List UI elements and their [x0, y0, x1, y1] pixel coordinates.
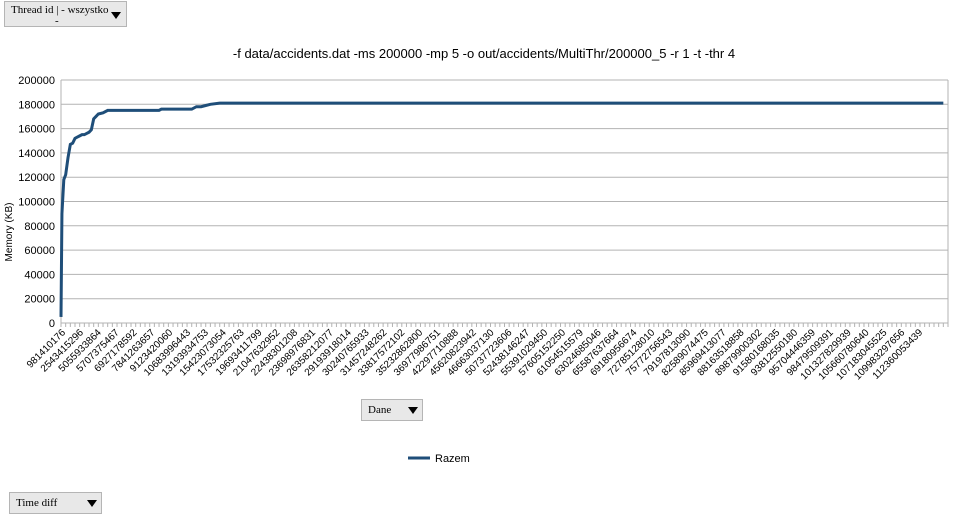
y-axis-label: Memory (KB) [4, 203, 15, 262]
thread-filter-dropdown[interactable]: Thread id | - wszystko - [4, 1, 127, 27]
y-tick-label: 100000 [18, 197, 55, 209]
y-tick-label: 120000 [18, 172, 55, 184]
y-tick-label: 80000 [24, 221, 55, 233]
y-tick-label: 160000 [18, 124, 55, 136]
y-tick-label: 60000 [24, 245, 55, 257]
legend: Razem [408, 453, 470, 465]
chevron-down-icon [87, 500, 97, 507]
chart-title: -f data/accidents.dat -ms 200000 -mp 5 -… [233, 46, 735, 61]
y-axis-ticks: 0 20000 40000 60000 80000 100000 120000 140000 1… [18, 75, 55, 330]
x-tick-marks [60, 323, 949, 327]
legend-label: Razem [435, 453, 470, 465]
x-axis-ticks: 9814101762543415296505593386457073754676… [25, 327, 925, 382]
thread-filter-label: Thread id | - wszystko [11, 4, 109, 16]
y-tick-label: 0 [49, 318, 55, 330]
data-field-dropdown[interactable]: Dane [361, 399, 423, 421]
y-tick-label: 20000 [24, 294, 55, 306]
y-tick-label: 140000 [18, 148, 55, 160]
series-line-razem [59, 101, 944, 317]
data-field-label: Dane [368, 404, 392, 416]
row-field-label: Time diff [16, 497, 58, 509]
thread-filter-sub: - [55, 15, 59, 27]
y-tick-label: 40000 [24, 269, 55, 281]
y-tick-label: 200000 [18, 75, 55, 87]
chevron-down-icon [111, 12, 121, 19]
row-field-dropdown[interactable]: Time diff [9, 492, 102, 514]
gridlines [60, 79, 949, 327]
chevron-down-icon [408, 407, 418, 414]
y-tick-label: 180000 [18, 99, 55, 111]
